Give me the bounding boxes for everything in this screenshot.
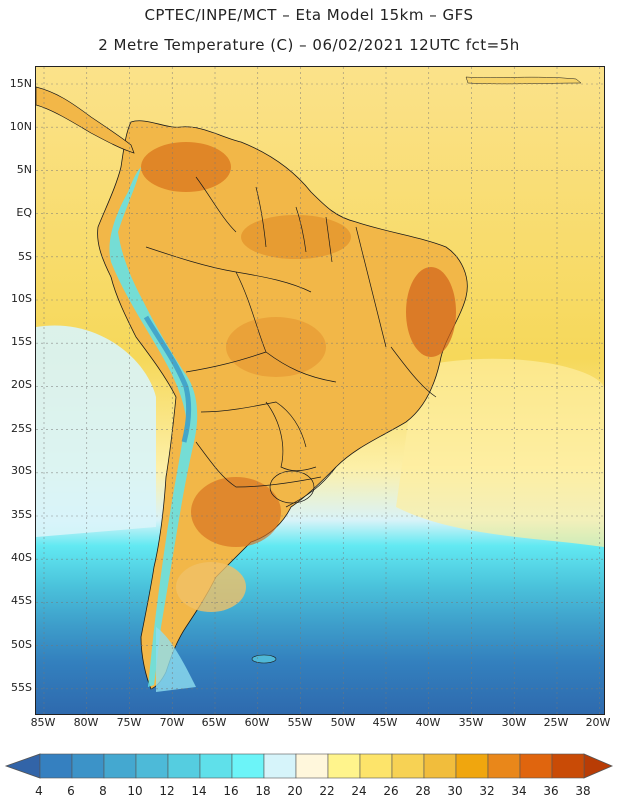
lon-label: 25W xyxy=(543,716,569,729)
legend-value: 8 xyxy=(99,784,107,798)
pacific-cool-band xyxy=(36,325,156,537)
legend-color-box xyxy=(487,753,521,779)
lat-label: 30S xyxy=(11,464,32,477)
lat-label: 5S xyxy=(18,250,32,263)
legend-value: 20 xyxy=(287,784,303,798)
lon-label: 70W xyxy=(159,716,185,729)
legend-color-box xyxy=(551,753,585,779)
legend-color-box xyxy=(103,753,137,779)
lon-label: 60W xyxy=(244,716,270,729)
lon-label: 65W xyxy=(201,716,227,729)
lon-label: 80W xyxy=(73,716,99,729)
lat-label: 55S xyxy=(11,681,32,694)
warm-zone-south xyxy=(176,562,246,612)
lat-label: 10N xyxy=(9,120,32,133)
legend-value: 32 xyxy=(479,784,495,798)
lat-label: 45S xyxy=(11,594,32,607)
legend-color-box xyxy=(71,753,105,779)
lat-label: 40S xyxy=(11,551,32,564)
falkland-islands xyxy=(251,654,277,664)
legend-color-box xyxy=(231,753,265,779)
caribbean-islands xyxy=(465,76,582,85)
legend-value: 22 xyxy=(319,784,335,798)
legend-value: 16 xyxy=(223,784,239,798)
legend-left-arrow xyxy=(4,753,41,779)
hot-zone-center xyxy=(226,317,326,377)
hot-zone-amazon xyxy=(241,215,351,259)
lon-label: 55W xyxy=(287,716,313,729)
legend-value: 10 xyxy=(127,784,143,798)
chart-title-line-1: CPTEC/INPE/MCT – Eta Model 15km – GFS xyxy=(144,6,474,24)
legend-color-box xyxy=(295,753,329,779)
legend-value: 36 xyxy=(543,784,559,798)
lat-label: 15N xyxy=(9,77,32,90)
legend-value: 30 xyxy=(447,784,463,798)
legend-value: 28 xyxy=(415,784,431,798)
legend-color-box xyxy=(359,753,393,779)
legend-color-box xyxy=(519,753,553,779)
lat-label: 50S xyxy=(11,638,32,651)
legend-value: 18 xyxy=(255,784,271,798)
lon-label: 75W xyxy=(116,716,142,729)
lat-label: 5N xyxy=(16,163,32,176)
legend-color-box xyxy=(423,753,457,779)
legend-color-box xyxy=(199,753,233,779)
lon-label: 85W xyxy=(30,716,56,729)
color-legend xyxy=(4,753,614,779)
patagonia-cold xyxy=(156,627,196,692)
chart-title-line-2: 2 Metre Temperature (C) – 06/02/2021 12U… xyxy=(98,36,520,54)
lat-label: 20S xyxy=(11,378,32,391)
uruguay-lagoon xyxy=(269,470,315,504)
legend-value: 6 xyxy=(67,784,75,798)
lon-label: 40W xyxy=(415,716,441,729)
country-borders xyxy=(145,176,437,508)
legend-color-box xyxy=(39,753,73,779)
map-canvas xyxy=(36,67,604,714)
legend-color-box xyxy=(263,753,297,779)
legend-color-box xyxy=(135,753,169,779)
andes-peaks xyxy=(143,315,192,443)
legend-value: 24 xyxy=(351,784,367,798)
lat-label: 25S xyxy=(11,422,32,435)
legend-value: 4 xyxy=(35,784,43,798)
legend-color-box xyxy=(327,753,361,779)
legend-value: 38 xyxy=(575,784,591,798)
lat-label: 10S xyxy=(11,292,32,305)
legend-color-box xyxy=(455,753,489,779)
lat-label: 15S xyxy=(11,335,32,348)
hot-zone-pampa xyxy=(191,477,281,547)
legend-value: 26 xyxy=(383,784,399,798)
central-america xyxy=(36,86,135,154)
atlantic-pale-band xyxy=(396,358,604,547)
legend-value: 12 xyxy=(159,784,175,798)
hot-zone-northeast xyxy=(406,267,456,357)
hot-zone-north xyxy=(141,142,231,192)
lon-label: 50W xyxy=(330,716,356,729)
lon-label: 45W xyxy=(372,716,398,729)
lon-label: 30W xyxy=(501,716,527,729)
lat-label: 35S xyxy=(11,508,32,521)
lat-label: EQ xyxy=(16,206,32,219)
legend-color-box xyxy=(167,753,201,779)
legend-value: 14 xyxy=(191,784,207,798)
legend-value: 34 xyxy=(511,784,527,798)
lon-label: 35W xyxy=(458,716,484,729)
legend-right-arrow xyxy=(583,753,614,779)
temperature-map xyxy=(35,66,605,715)
andes-cool-strip xyxy=(109,167,198,687)
lon-label: 20W xyxy=(585,716,611,729)
legend-color-box xyxy=(391,753,425,779)
